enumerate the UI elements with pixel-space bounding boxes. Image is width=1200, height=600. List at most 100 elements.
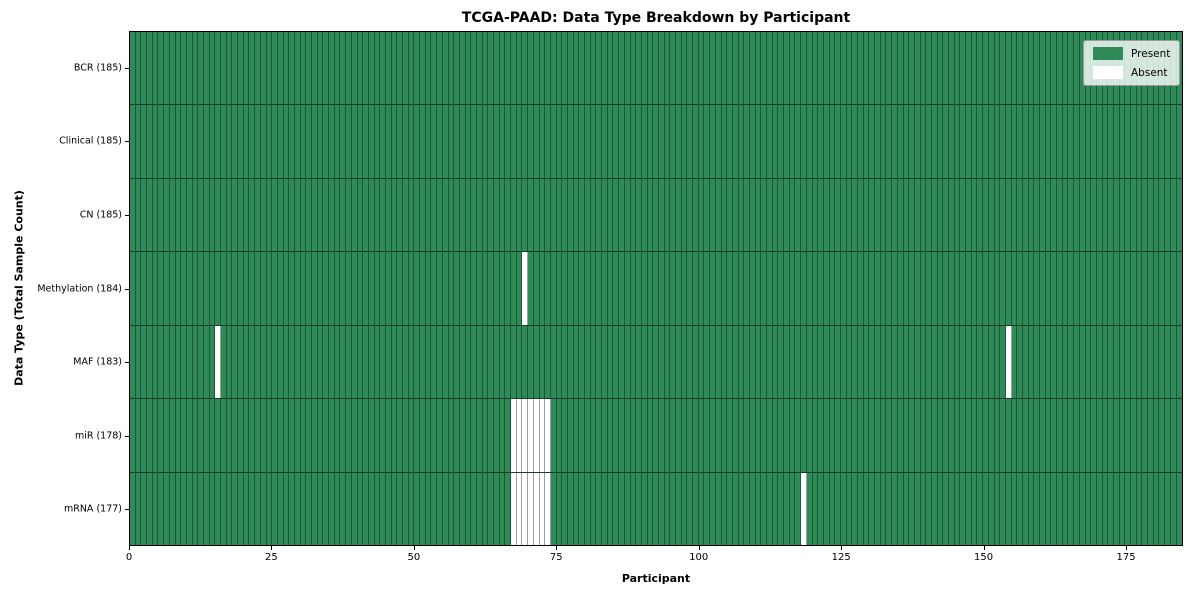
- heatmap-cell: [715, 105, 722, 178]
- heatmap-cell: [425, 105, 432, 178]
- heatmap-cell: [880, 325, 887, 399]
- heatmap-cell: [869, 178, 876, 252]
- heatmap-cell: [221, 32, 227, 105]
- heatmap-cell: [954, 399, 961, 472]
- heatmap-cell: [1096, 105, 1103, 178]
- heatmap-cell: [1170, 105, 1177, 178]
- heatmap-cell: [1170, 252, 1177, 325]
- heatmap-cell: [232, 252, 239, 325]
- heatmap-cell: [226, 325, 233, 399]
- heatmap-cell: [602, 325, 608, 399]
- heatmap-cell: [1045, 399, 1052, 472]
- heatmap-cell: [966, 252, 972, 325]
- heatmap-cell: [693, 399, 699, 472]
- heatmap-cell: [892, 178, 898, 252]
- heatmap-cell: [306, 105, 312, 178]
- heatmap-cell: [767, 325, 773, 399]
- heatmap-cell: [431, 325, 438, 399]
- y-tick-label: miR (178): [74, 430, 122, 442]
- heatmap-cell: [516, 32, 523, 105]
- heatmap-cell: [186, 105, 193, 178]
- heatmap-cell: [636, 178, 642, 252]
- heatmap-cell: [1136, 399, 1143, 472]
- heatmap-cell: [909, 325, 915, 399]
- heatmap-cell: [926, 252, 932, 325]
- heatmap-cell: [658, 178, 665, 252]
- heatmap-cell: [624, 325, 631, 399]
- heatmap-cell: [232, 399, 239, 472]
- heatmap-cell: [585, 32, 591, 105]
- heatmap-cell: [414, 105, 421, 178]
- heatmap-cell: [960, 178, 967, 252]
- heatmap-cell: [545, 105, 551, 178]
- heatmap-cell: [1085, 472, 1092, 545]
- heatmap-cell: [1034, 32, 1040, 105]
- heatmap-cell: [823, 399, 830, 472]
- heatmap-cell: [812, 105, 819, 178]
- heatmap-cell: [289, 399, 295, 472]
- heatmap-cell: [277, 472, 284, 545]
- heatmap-cell: [1153, 472, 1160, 545]
- heatmap-cell: [1034, 178, 1040, 252]
- heatmap-cell: [875, 32, 881, 105]
- heatmap-cell: [1028, 472, 1035, 545]
- heatmap-cell: [977, 472, 984, 545]
- heatmap-cell: [528, 325, 534, 399]
- heatmap-cell: [1011, 252, 1018, 325]
- heatmap-cell: [687, 32, 694, 105]
- heatmap-cell: [835, 178, 841, 252]
- heatmap-cell: [283, 472, 290, 545]
- heatmap-cell: [368, 399, 375, 472]
- heatmap-cell: [1159, 252, 1166, 325]
- heatmap-cell: [687, 252, 694, 325]
- heatmap-cell: [1159, 325, 1166, 399]
- heatmap-cell: [488, 325, 494, 399]
- heatmap-cell: [573, 178, 580, 252]
- heatmap-cell: [431, 178, 438, 252]
- heatmap-cell: [1142, 472, 1149, 545]
- heatmap-cell: [135, 178, 142, 252]
- heatmap-cell: [465, 32, 472, 105]
- heatmap-cell: [158, 252, 165, 325]
- heatmap-cell: [215, 399, 221, 472]
- heatmap-cell: [346, 399, 352, 472]
- heatmap-cell: [1142, 178, 1149, 252]
- heatmap-cell: [670, 32, 676, 105]
- heatmap-cell: [926, 325, 932, 399]
- heatmap-cell: [1057, 105, 1063, 178]
- heatmap-cell: [818, 399, 824, 472]
- heatmap-cell: [1028, 32, 1035, 105]
- heatmap-cell: [880, 178, 887, 252]
- heatmap-cell: [715, 32, 722, 105]
- heatmap-cell: [590, 252, 597, 325]
- heatmap-cell: [585, 252, 591, 325]
- heatmap-cell: [840, 472, 847, 545]
- heatmap-cell: [482, 105, 489, 178]
- heatmap-cell: [300, 325, 307, 399]
- heatmap-cell: [340, 472, 347, 545]
- heatmap-cell: [340, 325, 347, 399]
- heatmap-cell: [960, 399, 967, 472]
- heatmap-cell: [550, 32, 557, 105]
- heatmap-cell: [607, 32, 614, 105]
- heatmap-cell: [368, 105, 375, 178]
- heatmap-cell: [636, 325, 642, 399]
- heatmap-cell: [232, 325, 239, 399]
- heatmap-cell: [340, 178, 347, 252]
- heatmap-cell: [465, 252, 472, 325]
- heatmap-cell: [556, 399, 563, 472]
- heatmap-cell: [420, 178, 426, 252]
- heatmap-cell: [670, 472, 676, 545]
- x-tick-mark: [698, 546, 700, 550]
- heatmap-cell: [1028, 252, 1035, 325]
- heatmap-cell: [454, 32, 460, 105]
- heatmap-cell: [192, 178, 199, 252]
- heatmap-cell: [641, 178, 648, 252]
- heatmap-cell: [533, 472, 540, 545]
- heatmap-cell: [545, 399, 551, 472]
- heatmap-cell: [181, 399, 187, 472]
- heatmap-cell: [767, 32, 773, 105]
- heatmap-cell: [130, 399, 136, 472]
- heatmap-cell: [198, 178, 204, 252]
- heatmap-cell: [221, 105, 227, 178]
